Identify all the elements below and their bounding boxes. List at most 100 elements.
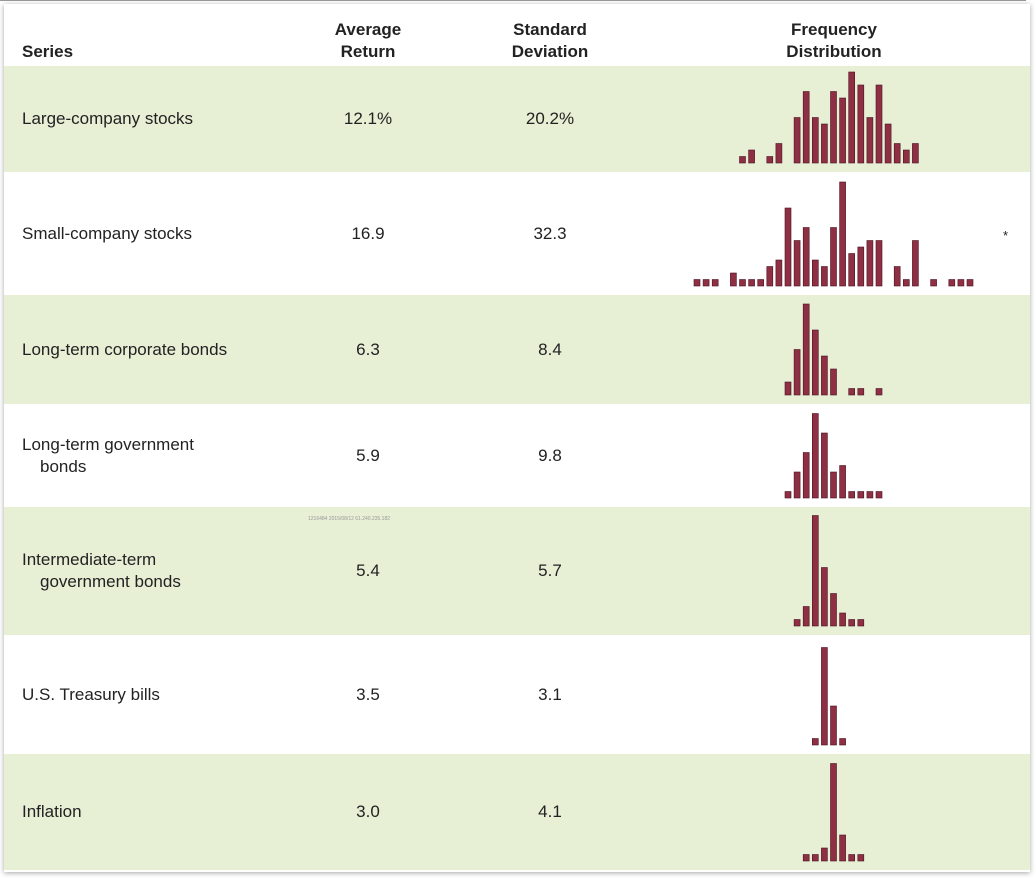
frequency-bar bbox=[875, 388, 883, 396]
frequency-bar bbox=[821, 847, 828, 862]
frequency-bar bbox=[866, 491, 874, 499]
frequency-bar bbox=[830, 91, 837, 164]
frequency-bar bbox=[784, 381, 792, 396]
frequency-bar bbox=[821, 432, 828, 499]
frequency-bar bbox=[930, 279, 937, 287]
frequency-bar bbox=[793, 619, 801, 627]
row-background bbox=[4, 507, 1030, 635]
frequency-bar bbox=[748, 149, 755, 164]
frequency-bar bbox=[802, 303, 810, 396]
frequency-bar bbox=[821, 647, 828, 746]
frequency-bar bbox=[839, 465, 846, 499]
frequency-bar bbox=[839, 738, 846, 746]
series-name: Large-company stocks bbox=[22, 108, 282, 130]
frequency-bar bbox=[821, 567, 828, 627]
frequency-bar bbox=[848, 854, 856, 862]
header-standard-deviation-line: Standard bbox=[513, 20, 587, 39]
footnote-mark: * bbox=[1003, 227, 1009, 243]
frequency-bar bbox=[693, 279, 701, 287]
frequency-bar bbox=[830, 705, 837, 746]
frequency-bar bbox=[830, 368, 837, 396]
frequency-bar bbox=[748, 279, 755, 287]
series-name-line: Large-company stocks bbox=[22, 109, 194, 128]
frequency-bar bbox=[821, 355, 828, 396]
frequency-bar bbox=[793, 349, 801, 396]
frequency-bar bbox=[821, 123, 828, 164]
header-frequency-distribution-line: Frequency bbox=[791, 20, 877, 39]
header-series: Series bbox=[22, 42, 74, 61]
header-average-return-line: Return bbox=[340, 42, 396, 61]
frequency-bar bbox=[757, 279, 765, 287]
average-return: 6.3 bbox=[356, 339, 380, 359]
average-return: 12.1% bbox=[343, 109, 393, 128]
average-return: 3.5 bbox=[356, 684, 380, 704]
header-average-return: Average Return bbox=[308, 19, 428, 63]
frequency-bar bbox=[848, 491, 856, 499]
header-frequency-distribution-line: Distribution bbox=[786, 42, 882, 61]
frequency-bar bbox=[884, 123, 892, 164]
frequency-bar bbox=[802, 91, 810, 164]
frequency-bar bbox=[739, 156, 746, 164]
standard-deviation: 8.4 bbox=[538, 339, 562, 359]
frequency-bar bbox=[811, 413, 819, 499]
standard-deviation: 4.1 bbox=[538, 802, 562, 821]
frequency-bar bbox=[811, 329, 819, 396]
series-name: Long-term government bonds bbox=[22, 434, 282, 478]
header-frequency-distribution: Frequency Distribution bbox=[734, 19, 934, 63]
frequency-bar bbox=[839, 834, 846, 862]
series-name: Long-term corporate bonds bbox=[22, 339, 282, 361]
series-name: Small-company stocks bbox=[22, 223, 282, 245]
frequency-bar bbox=[775, 143, 783, 164]
frequency-bar bbox=[711, 279, 719, 287]
frequency-bar bbox=[775, 259, 783, 287]
frequency-bar bbox=[857, 619, 865, 627]
frequency-bar bbox=[784, 207, 792, 287]
average-return: 16.9 bbox=[351, 223, 385, 243]
frequency-bar bbox=[839, 97, 846, 164]
series-name: Intermediate-term government bonds bbox=[22, 549, 282, 593]
row-background bbox=[4, 754, 1030, 870]
header-standard-deviation-line: Deviation bbox=[511, 42, 589, 61]
frequency-bar bbox=[857, 854, 865, 862]
row-background bbox=[4, 635, 1030, 754]
average-return: 5.4 bbox=[356, 561, 380, 580]
header-separator bbox=[0, 0, 1026, 1]
frequency-bar bbox=[875, 240, 883, 287]
frequency-bar bbox=[802, 854, 810, 862]
series-name-line: bonds bbox=[40, 456, 87, 476]
frequency-bar bbox=[702, 279, 710, 287]
frequency-bar bbox=[830, 471, 837, 499]
frequency-bar bbox=[948, 279, 956, 287]
series-name: U.S. Treasury bills bbox=[22, 684, 282, 706]
frequency-bar bbox=[821, 266, 828, 287]
frequency-bar bbox=[857, 388, 865, 396]
standard-deviation: 9.8 bbox=[538, 445, 562, 465]
frequency-bar bbox=[912, 143, 919, 164]
frequency-bar bbox=[912, 240, 919, 287]
frequency-bar bbox=[830, 763, 837, 862]
frequency-bar bbox=[830, 593, 837, 627]
standard-deviation: 32.3 bbox=[533, 223, 567, 243]
frequency-bar bbox=[811, 515, 819, 627]
standard-deviation: 20.2% bbox=[525, 109, 575, 128]
series-name-line: Long-term corporate bonds bbox=[22, 339, 228, 359]
frequency-bar bbox=[875, 84, 883, 164]
series-name-line: Intermediate-term bbox=[22, 550, 157, 569]
frequency-bar bbox=[866, 117, 874, 164]
frequency-bar bbox=[839, 612, 846, 627]
average-return: 3.0 bbox=[356, 802, 380, 821]
frequency-bar bbox=[957, 279, 965, 287]
header-average-return-line: Average bbox=[334, 20, 402, 39]
frequency-bar bbox=[839, 181, 846, 287]
frequency-bar bbox=[848, 388, 856, 396]
frequency-bar bbox=[848, 71, 856, 164]
frequency-bar bbox=[857, 84, 865, 164]
frequency-bar bbox=[766, 156, 774, 164]
frequency-bar bbox=[848, 619, 856, 627]
frequency-bar bbox=[739, 279, 746, 287]
series-name: Inflation bbox=[22, 801, 282, 823]
frequency-bar bbox=[893, 143, 901, 164]
frequency-bar bbox=[766, 266, 774, 287]
